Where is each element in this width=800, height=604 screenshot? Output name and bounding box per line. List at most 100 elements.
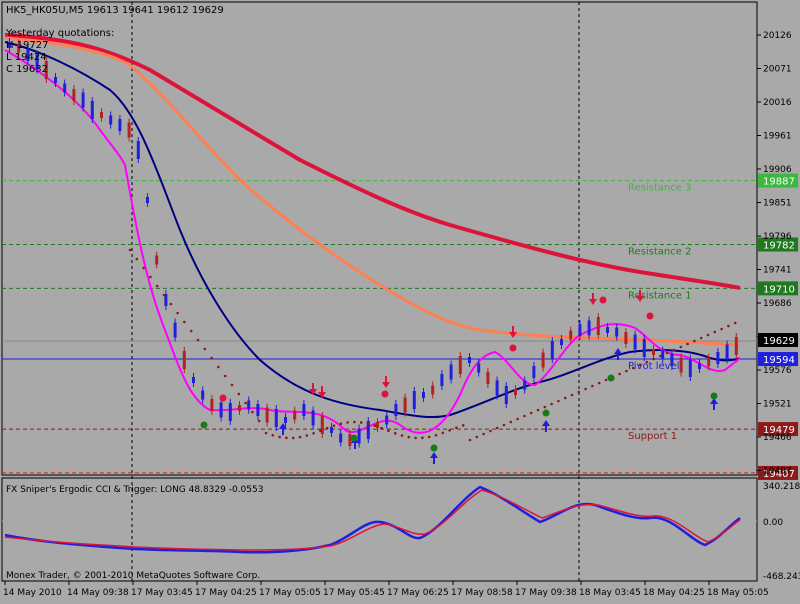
level-price-tag-bg xyxy=(758,281,798,296)
sar-dot xyxy=(230,383,234,387)
main-plot-area[interactable] xyxy=(1,1,758,476)
buy-arrow-icon xyxy=(279,423,287,435)
buy-arrow-icon xyxy=(430,452,438,464)
sar-dot xyxy=(244,401,247,405)
candle-body xyxy=(210,399,214,411)
candle-body xyxy=(192,377,195,383)
sar-dot xyxy=(441,431,445,435)
sar-dot xyxy=(468,438,472,442)
sar-dot xyxy=(400,434,404,437)
candle-body xyxy=(403,397,407,413)
indicator-plot-area[interactable] xyxy=(1,477,758,582)
sar-dot xyxy=(162,293,166,297)
candle-body xyxy=(284,417,287,423)
sar-dot xyxy=(373,424,377,428)
sar-dot xyxy=(591,384,594,388)
level-label: Resistance 2 xyxy=(628,247,691,258)
level-price-tag-bg xyxy=(758,422,798,437)
level-price-tag: 19710 xyxy=(763,284,795,295)
candle-body xyxy=(376,422,379,428)
sar-dot xyxy=(237,392,241,396)
current-price-tag-bg xyxy=(758,333,798,347)
sar-dot xyxy=(325,426,329,430)
indicator-axis-bottom: -468.2435 xyxy=(763,572,800,582)
sar-dot xyxy=(271,433,275,437)
signal-dot-green xyxy=(710,392,718,400)
candle-body xyxy=(596,317,600,335)
time-tick-label: 18 May 04:25 xyxy=(643,588,705,598)
buy-arrow-icon xyxy=(542,420,550,432)
candle-body xyxy=(449,364,453,380)
price-tick-label: 19686 xyxy=(763,299,792,309)
sar-dot xyxy=(516,417,519,421)
sell-arrow-icon xyxy=(589,293,597,305)
candle-body xyxy=(679,357,683,373)
sar-dot xyxy=(665,351,669,355)
candle-body xyxy=(504,386,508,404)
sar-dot xyxy=(502,423,506,427)
sar-dot xyxy=(699,336,703,340)
candle-body xyxy=(532,366,536,378)
yesterday-title: Yesterday quotations: xyxy=(5,28,114,39)
candle-body xyxy=(431,385,435,395)
candle-body xyxy=(238,405,241,411)
candle-body xyxy=(44,61,48,79)
sar-dot xyxy=(475,435,479,439)
sar-dot xyxy=(604,378,608,382)
candle-body xyxy=(26,49,30,61)
copyright-text: Monex Trader, © 2001-2010 MetaQuotes Sof… xyxy=(6,571,260,581)
sar-dot xyxy=(577,390,581,394)
price-tick-label: 19796 xyxy=(763,232,792,242)
signal-dot-green xyxy=(350,434,358,442)
candle-body xyxy=(661,350,665,360)
candle-body xyxy=(550,341,554,359)
sar-dot xyxy=(679,345,683,349)
sar-dot xyxy=(196,338,200,342)
candle-body xyxy=(698,363,701,369)
sell-arrow-icon xyxy=(309,383,317,395)
sar-dot xyxy=(543,405,547,409)
level-label: Support 1 xyxy=(628,431,677,442)
candle-body xyxy=(541,352,545,368)
candle-body xyxy=(477,363,481,373)
candle-body xyxy=(164,294,168,306)
candle-body xyxy=(348,434,352,446)
candle-body xyxy=(100,112,103,118)
sar-dot xyxy=(597,381,601,385)
signal-dot-red xyxy=(381,390,389,398)
sar-dot xyxy=(359,421,363,424)
sar-dot xyxy=(672,348,676,352)
sar-dot xyxy=(686,342,689,346)
candle-body xyxy=(670,354,674,366)
sar-dot xyxy=(693,339,696,343)
candle-body xyxy=(118,119,122,131)
signal-dot-red xyxy=(509,344,517,352)
level-price-tag-bg xyxy=(758,465,798,480)
price-tick-label: 19521 xyxy=(763,400,792,410)
candle-body xyxy=(652,349,655,355)
candle-body xyxy=(422,392,425,398)
sar-dot xyxy=(332,424,336,427)
sar-dot xyxy=(414,436,417,440)
time-tick-label: 17 May 06:25 xyxy=(387,588,449,598)
indicator-axis-mid: 0.00 xyxy=(763,518,783,528)
price-tick-label: 19961 xyxy=(763,132,792,142)
time-tick-label: 17 May 05:45 xyxy=(323,588,385,598)
time-tick-label: 17 May 04:25 xyxy=(195,588,257,598)
sar-dot xyxy=(278,435,281,439)
price-tick-label: 19741 xyxy=(763,266,792,276)
ma-slow-line xyxy=(4,33,741,290)
candle-body xyxy=(394,404,398,416)
price-tick-label: 19576 xyxy=(763,366,792,376)
candle-body xyxy=(366,421,370,439)
price-tick-label: 19466 xyxy=(763,433,792,443)
candle-body xyxy=(302,404,306,416)
ma-fastest-line xyxy=(4,49,741,434)
level-price-tag-bg xyxy=(758,352,798,367)
candle-body xyxy=(339,433,343,443)
level-price-tag-bg xyxy=(758,237,798,252)
sar-dot xyxy=(529,411,533,415)
sar-dot xyxy=(727,324,730,328)
time-tick-label: 18 May 03:45 xyxy=(579,588,641,598)
